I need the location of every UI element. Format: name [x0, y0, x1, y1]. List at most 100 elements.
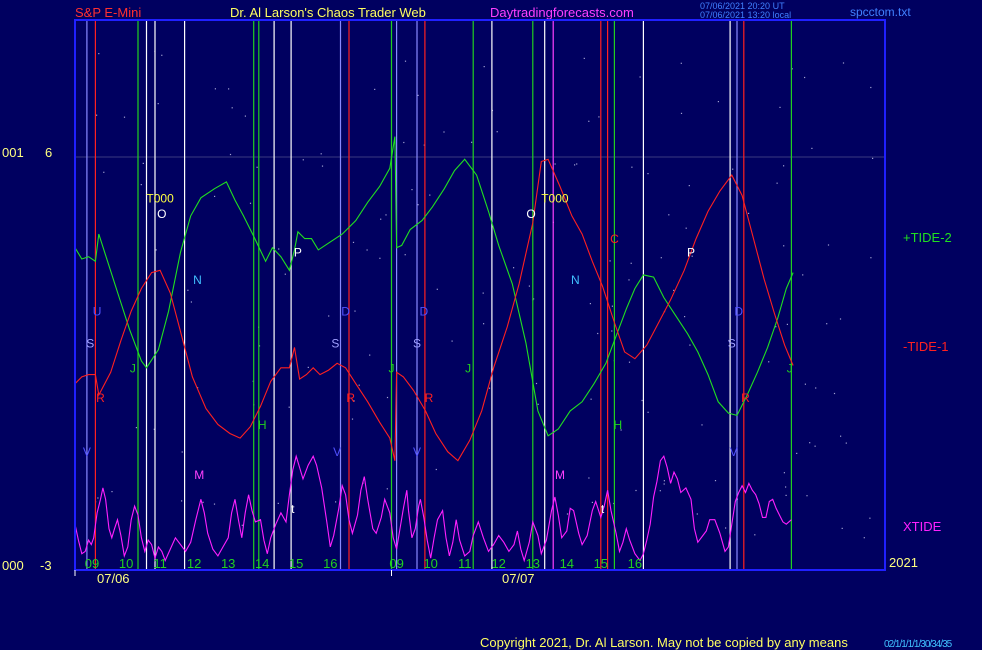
background-dot: [244, 115, 246, 117]
background-dot: [483, 323, 485, 325]
event-marker: S: [331, 336, 339, 350]
background-dot: [288, 406, 290, 408]
site-name[interactable]: Daytradingforecasts.com: [490, 5, 634, 20]
background-dot: [528, 285, 530, 287]
background-dot: [379, 257, 381, 259]
background-dot: [535, 382, 538, 385]
hour-tick-label: 10: [119, 556, 133, 571]
background-dot: [451, 340, 453, 342]
background-dot: [611, 305, 613, 307]
background-dot: [320, 153, 322, 155]
copyright-notice: Copyright 2021, Dr. Al Larson. May not b…: [480, 635, 848, 650]
background-dot: [435, 468, 437, 471]
background-dot: [181, 500, 183, 502]
background-dot: [641, 399, 643, 402]
background-dot: [202, 501, 204, 503]
background-dot: [630, 262, 632, 264]
background-dot: [302, 159, 304, 161]
hour-tick-label: 10: [423, 556, 437, 571]
background-dot: [277, 502, 279, 504]
background-dot: [647, 411, 649, 413]
plot-frame: [74, 19, 886, 571]
event-marker: R: [96, 391, 105, 405]
background-dot: [845, 442, 847, 444]
background-dot: [352, 241, 355, 243]
hour-tick-label: 16: [323, 556, 337, 571]
hour-tick-label: 16: [628, 556, 642, 571]
y-bottom-label: -3: [40, 558, 52, 573]
event-marker: S: [86, 336, 94, 350]
background-dot: [411, 189, 413, 191]
background-dot: [668, 214, 670, 216]
background-dot: [631, 166, 633, 168]
background-dot: [811, 147, 813, 149]
background-dot: [647, 173, 649, 175]
event-marker: M: [555, 468, 565, 482]
event-marker: U: [93, 305, 102, 319]
background-dot: [576, 163, 578, 165]
background-dot: [161, 54, 163, 56]
background-dot: [768, 361, 770, 363]
background-dot: [369, 354, 371, 356]
background-dot: [533, 298, 535, 300]
background-dot: [809, 442, 811, 444]
background-dot: [779, 106, 781, 108]
background-dot: [732, 168, 734, 170]
background-dot: [380, 218, 382, 220]
background-dot: [863, 537, 865, 539]
background-dot: [589, 303, 591, 305]
background-dot: [872, 157, 874, 159]
background-dot: [870, 257, 872, 259]
y-top-label: 6: [45, 145, 53, 160]
event-marker: R: [346, 391, 355, 405]
background-dot: [826, 323, 828, 325]
background-dot: [351, 418, 354, 420]
background-dot: [815, 387, 817, 389]
background-dot: [135, 427, 137, 429]
background-dot: [228, 88, 230, 90]
background-dot: [639, 76, 641, 78]
event-marker: S: [728, 336, 736, 350]
background-dot: [628, 361, 631, 363]
series--tide-1: [75, 158, 794, 462]
event-marker: R: [741, 391, 750, 405]
hour-tick-label: 13: [526, 556, 540, 571]
timestamp-local: 07/06/2021 13:20 local: [700, 10, 792, 20]
background-dot: [791, 68, 793, 70]
event-marker: R: [425, 391, 434, 405]
background-dot: [443, 131, 445, 133]
background-dot: [776, 182, 778, 184]
event-marker: T000: [541, 191, 569, 205]
background-dot: [620, 429, 622, 431]
file-name: spcctom.txt: [850, 5, 911, 19]
event-marker: t: [291, 502, 295, 516]
background-dot: [663, 483, 665, 485]
background-dot: [806, 495, 808, 497]
background-dot: [783, 245, 785, 247]
background-dot: [155, 249, 157, 251]
event-marker: J: [465, 361, 471, 375]
background-dot: [386, 396, 389, 399]
background-dot: [588, 120, 590, 122]
background-dot: [611, 330, 613, 332]
background-dot: [214, 88, 216, 90]
background-dot: [796, 452, 798, 454]
event-marker: J: [389, 361, 395, 375]
background-dot: [153, 428, 155, 430]
background-dot: [111, 491, 113, 493]
background-dot: [591, 501, 593, 503]
background-dot: [748, 212, 750, 214]
background-dot: [609, 260, 611, 262]
event-marker: V: [730, 445, 738, 459]
hour-tick-label: 15: [594, 556, 608, 571]
background-dot: [307, 366, 309, 368]
background-dot: [680, 62, 682, 64]
background-dot: [714, 480, 717, 482]
event-marker: H: [613, 418, 622, 432]
series-label-tide2: +TIDE-2: [903, 230, 952, 245]
background-dot: [353, 400, 355, 402]
background-dot: [598, 116, 600, 118]
background-dot: [241, 524, 243, 526]
background-dot: [659, 490, 661, 492]
